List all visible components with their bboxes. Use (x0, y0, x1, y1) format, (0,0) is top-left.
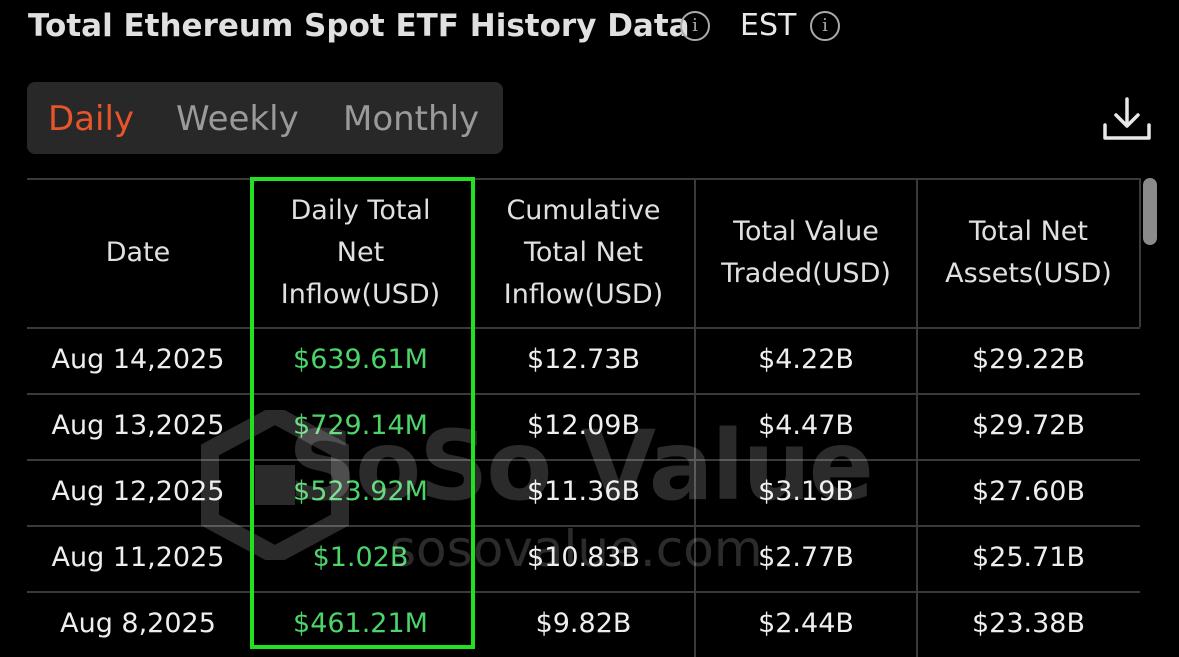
column-header: Daily Total Net Inflow(USD) (280, 194, 441, 310)
value-cell: $12.09B (527, 410, 640, 441)
column-header: Date (105, 236, 171, 268)
value-cell: $25.71B (972, 542, 1085, 573)
highlight-box (250, 177, 475, 649)
date-cell: Aug 8,2025 (60, 608, 216, 639)
table-border (916, 327, 918, 393)
value-cell: $27.60B (972, 476, 1085, 507)
table-border (916, 525, 918, 591)
table-border (1139, 178, 1141, 327)
info-icon[interactable]: i (680, 11, 710, 41)
date-cell: Aug 11,2025 (51, 542, 225, 573)
value-cell: $2.77B (758, 542, 854, 573)
table-border (694, 591, 696, 657)
value-cell: $11.36B (527, 476, 640, 507)
column-header: Total Value Traded(USD) (721, 215, 891, 289)
value-cell: $1.02B (312, 542, 409, 573)
table-border (27, 178, 1140, 180)
tab[interactable]: Daily (48, 99, 135, 139)
table-border (916, 591, 918, 657)
table-border (694, 178, 696, 327)
column-header: Total Net Assets(USD) (945, 215, 1112, 289)
title: Total Ethereum Spot ETF History Data (28, 8, 690, 44)
value-cell: $12.73B (527, 344, 640, 375)
value-cell: $4.47B (758, 410, 854, 441)
download-icon[interactable] (1100, 95, 1154, 145)
row-divider (27, 591, 1140, 593)
table-border (694, 393, 696, 459)
column-header: Cumulative Total Net Inflow(USD) (503, 194, 664, 310)
table-border (916, 459, 918, 525)
watermark-url: sosovalue.com (390, 520, 763, 578)
value-cell: $29.22B (972, 344, 1085, 375)
date-cell: Aug 13,2025 (51, 410, 225, 441)
table-border (694, 525, 696, 591)
watermark-brand: SoSo Value (288, 410, 874, 522)
value-cell: $29.72B (972, 410, 1085, 441)
row-divider (27, 393, 1140, 395)
value-cell: $729.14M (293, 410, 428, 441)
value-cell: $523.92M (293, 476, 428, 507)
tab[interactable]: Weekly (176, 99, 299, 139)
value-cell: $461.21M (293, 608, 428, 639)
row-divider (27, 459, 1140, 461)
table-border (694, 459, 696, 525)
row-divider (27, 525, 1140, 527)
timezone: EST (740, 8, 797, 43)
watermark-logo (201, 410, 349, 560)
value-cell: $639.61M (293, 344, 428, 375)
value-cell: $10.83B (527, 542, 640, 573)
table-border (916, 178, 918, 327)
value-cell: $4.22B (758, 344, 854, 375)
value-cell: $2.44B (758, 608, 854, 639)
date-cell: Aug 14,2025 (51, 344, 225, 375)
value-cell: $3.19B (758, 476, 854, 507)
table-border (694, 327, 696, 393)
scrollbar[interactable] (1143, 178, 1157, 245)
info-icon[interactable]: i (810, 11, 840, 41)
date-cell: Aug 12,2025 (51, 476, 225, 507)
table-border (27, 327, 1140, 329)
value-cell: $23.38B (972, 608, 1085, 639)
value-cell: $9.82B (535, 608, 632, 639)
tab-bar: Daily Weekly Monthly (27, 82, 503, 154)
tab[interactable]: Monthly (343, 99, 480, 139)
table-border (916, 393, 918, 459)
